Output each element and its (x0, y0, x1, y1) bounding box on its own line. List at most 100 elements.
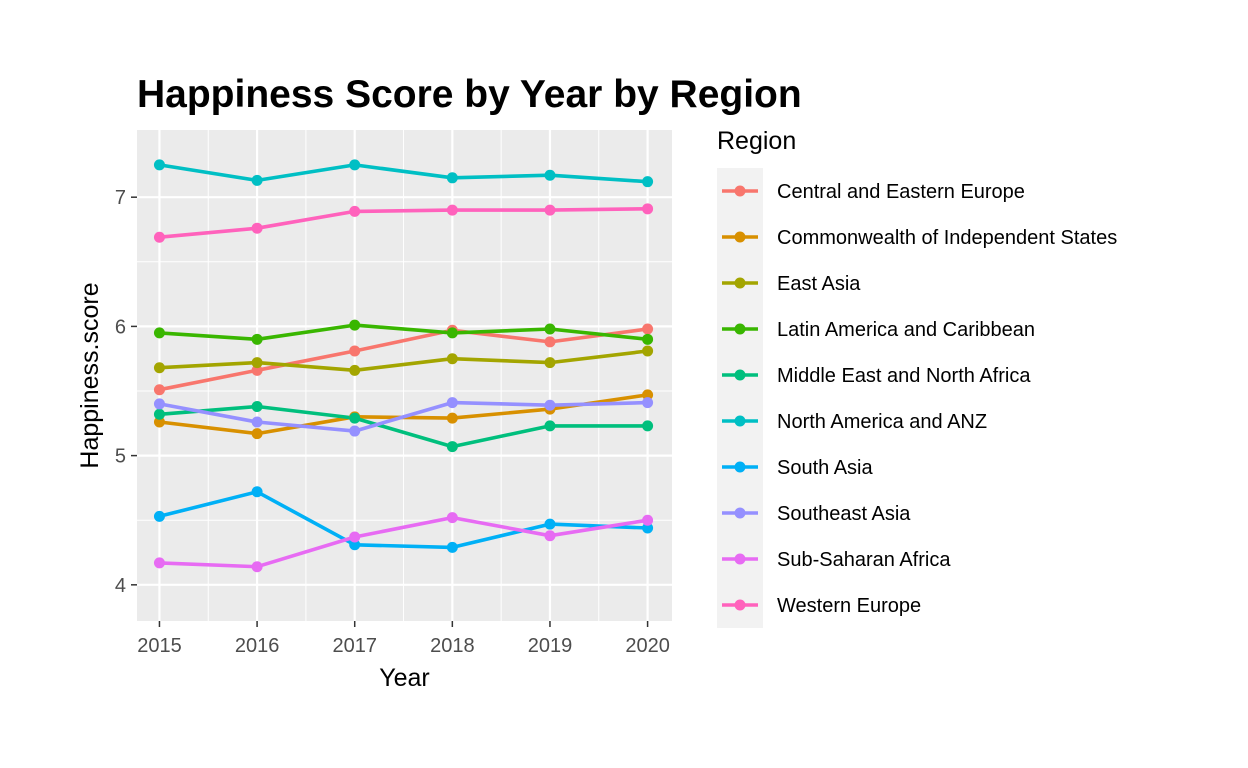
data-point-south-asia (642, 522, 654, 534)
data-point-east-asia (153, 362, 165, 374)
data-point-north-america-and-anz (544, 169, 556, 181)
data-point-western-europe (544, 204, 556, 216)
series-line-southeast-asia (159, 400, 648, 433)
data-point-middle-east-and-north-africa (642, 420, 654, 432)
data-point-sub-saharan-africa (642, 514, 654, 526)
data-point-east-asia (642, 345, 654, 357)
data-point-east-asia (446, 353, 458, 365)
data-point-latin-america-and-caribbean (642, 333, 654, 345)
data-point-central-and-eastern-europe (349, 345, 361, 357)
data-point-sub-saharan-africa (446, 512, 458, 524)
data-point-commonwealth-of-independent-states (251, 428, 263, 440)
legend-key-point-latin-america-and-caribbean (734, 323, 746, 335)
data-point-north-america-and-anz (153, 159, 165, 171)
series-line-north-america-and-anz (159, 163, 648, 184)
data-point-latin-america-and-caribbean (153, 327, 165, 339)
data-point-southeast-asia (642, 397, 654, 409)
data-point-south-asia (544, 518, 556, 530)
y-axis-title: Happiness.score (76, 282, 104, 468)
data-point-north-america-and-anz (446, 172, 458, 184)
data-point-latin-america-and-caribbean (544, 323, 556, 335)
data-point-latin-america-and-caribbean (349, 319, 361, 331)
data-point-southeast-asia (349, 425, 361, 437)
series-line-latin-america-and-caribbean (159, 323, 648, 342)
legend-key-point-commonwealth-of-independent-states (734, 231, 746, 243)
legend-key-point-sub-saharan-africa (734, 553, 746, 565)
data-point-north-america-and-anz (251, 174, 263, 186)
y-tick-label: 5 (115, 446, 126, 468)
legend-label-sub-saharan-africa: Sub-Saharan Africa (777, 549, 951, 571)
series-line-sub-saharan-africa (159, 515, 648, 569)
data-point-north-america-and-anz (642, 176, 654, 188)
data-point-central-and-eastern-europe (153, 384, 165, 396)
data-point-sub-saharan-africa (251, 561, 263, 573)
data-point-southeast-asia (446, 397, 458, 409)
legend-key-point-south-asia (734, 461, 746, 473)
data-point-south-asia (153, 510, 165, 522)
data-point-central-and-eastern-europe (642, 323, 654, 335)
data-point-western-europe (251, 222, 263, 234)
data-point-middle-east-and-north-africa (446, 441, 458, 453)
data-point-central-and-eastern-europe (251, 364, 263, 376)
x-tick-label: 2018 (430, 635, 475, 657)
x-axis-title: Year (379, 664, 430, 692)
data-point-east-asia (349, 364, 361, 376)
data-point-middle-east-and-north-africa (349, 412, 361, 424)
series-points (153, 159, 654, 573)
series-line-middle-east-and-north-africa (159, 404, 648, 449)
legend-label-central-and-eastern-europe: Central and Eastern Europe (777, 181, 1025, 203)
legend-label-south-asia: South Asia (777, 457, 874, 479)
data-point-south-asia (349, 539, 361, 551)
series-line-south-asia (159, 489, 648, 550)
x-tick-label: 2020 (625, 635, 670, 657)
y-tick-label: 4 (115, 575, 126, 597)
x-tick-label: 2015 (137, 635, 182, 657)
data-point-southeast-asia (153, 398, 165, 410)
data-point-southeast-asia (251, 416, 263, 428)
legend-key-point-east-asia (734, 277, 746, 289)
data-point-commonwealth-of-independent-states (642, 389, 654, 401)
data-point-central-and-eastern-europe (544, 336, 556, 348)
series-line-east-asia (159, 349, 648, 373)
legend-key-point-north-america-and-anz (734, 415, 746, 427)
x-axis-ticks: 2015 2016 2017 2018 2019 2020 (137, 621, 670, 657)
data-point-western-europe (446, 204, 458, 216)
legend-label-latin-america-and-caribbean: Latin America and Caribbean (777, 319, 1035, 341)
data-point-western-europe (642, 203, 654, 215)
data-point-latin-america-and-caribbean (446, 327, 458, 339)
x-tick-label: 2016 (235, 635, 280, 657)
x-tick-label: 2017 (332, 635, 377, 657)
legend-key-point-central-and-eastern-europe (734, 185, 746, 197)
series-line-western-europe (159, 207, 648, 239)
legend-key-background (717, 168, 763, 628)
legend-key-point-southeast-asia (734, 507, 746, 519)
legend-label-middle-east-and-north-africa: Middle East and North Africa (777, 365, 1031, 387)
data-point-western-europe (349, 205, 361, 217)
data-point-east-asia (544, 357, 556, 369)
data-point-south-asia (251, 486, 263, 498)
data-point-southeast-asia (544, 399, 556, 411)
data-point-middle-east-and-north-africa (544, 420, 556, 432)
legend: Central and Eastern Europe Commonwealth o… (717, 168, 1117, 628)
legend-key-point-middle-east-and-north-africa (734, 369, 746, 381)
data-point-north-america-and-anz (349, 159, 361, 171)
legend-label-southeast-asia: Southeast Asia (777, 503, 911, 525)
data-point-commonwealth-of-independent-states (446, 412, 458, 424)
series-line-central-and-eastern-europe (159, 327, 648, 392)
data-point-sub-saharan-africa (349, 531, 361, 543)
legend-label-north-america-and-anz: North America and ANZ (777, 411, 987, 433)
y-tick-label: 6 (115, 316, 126, 338)
legend-label-commonwealth-of-independent-states: Commonwealth of Independent States (777, 227, 1117, 249)
data-point-east-asia (251, 357, 263, 369)
legend-key-point-western-europe (734, 599, 746, 611)
data-point-south-asia (446, 541, 458, 553)
y-tick-label: 7 (115, 187, 126, 209)
legend-title: Region (717, 127, 796, 155)
chart-title: Happiness Score by Year by Region (137, 73, 802, 116)
data-point-middle-east-and-north-africa (153, 408, 165, 420)
legend-label-western-europe: Western Europe (777, 595, 921, 617)
series-lines (159, 163, 648, 569)
data-point-sub-saharan-africa (153, 557, 165, 569)
data-point-commonwealth-of-independent-states (153, 416, 165, 428)
